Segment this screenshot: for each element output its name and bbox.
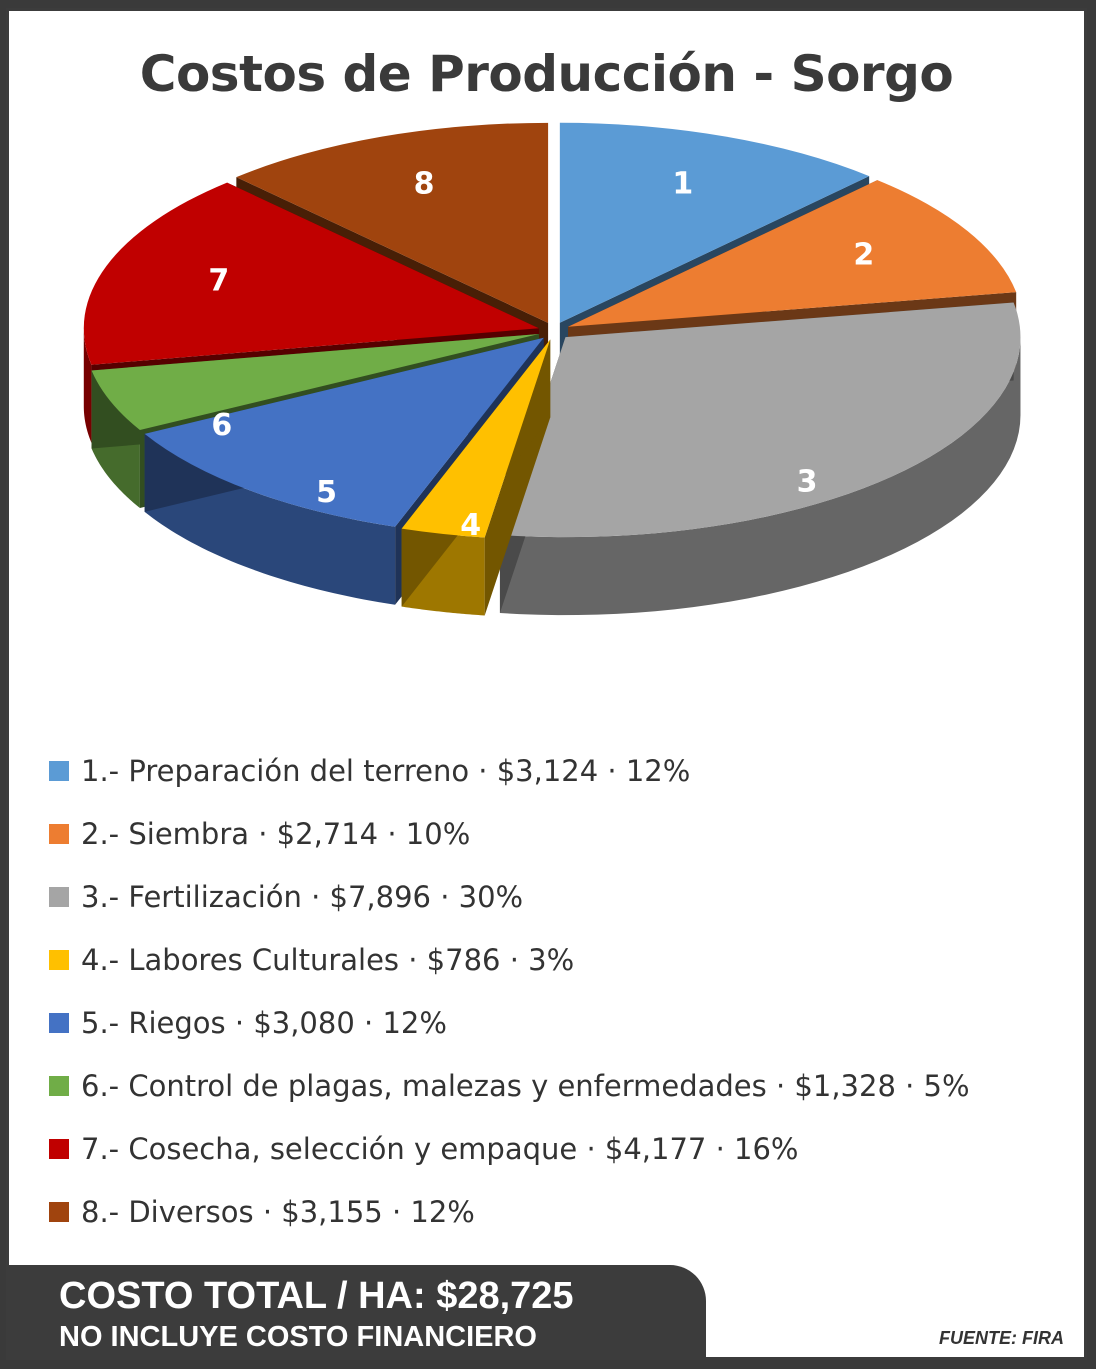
slice-number-label: 7: [208, 264, 229, 299]
legend-label: 6.- Control de plagas, malezas y enferme…: [81, 1068, 970, 1103]
legend-label: 7.- Cosecha, selección y empaque · $4,17…: [81, 1131, 799, 1166]
legend-label: 5.- Riegos · $3,080 · 12%: [81, 1005, 447, 1040]
legend-item: 4.- Labores Culturales · $786 · 3%: [49, 928, 1049, 991]
chart-title: Costos de Producción - Sorgo: [139, 45, 954, 103]
legend-swatch: [49, 1138, 69, 1159]
legend-swatch: [49, 886, 69, 907]
legend-item: 5.- Riegos · $3,080 · 12%: [49, 991, 1049, 1054]
legend-swatch: [49, 1075, 69, 1096]
pie-slice-side: [499, 337, 1021, 616]
slice-number-label: 4: [460, 508, 481, 543]
legend: 1.- Preparación del terreno · $3,124 · 1…: [49, 739, 1049, 1243]
pie-slice-side: [83, 328, 92, 443]
pie-slice-top: [83, 182, 539, 365]
pie-slice-top: [144, 337, 544, 527]
pie-slice-top: [91, 333, 539, 431]
legend-label: 1.- Preparación del terreno · $3,124 · 1…: [81, 753, 691, 788]
legend-label: 2.- Siembra · $2,714 · 10%: [81, 816, 471, 851]
legend-item: 1.- Preparación del terreno · $3,124 · 1…: [49, 739, 1049, 802]
pie-slices: [83, 122, 1021, 616]
slice-number-label: 2: [853, 238, 874, 273]
legend-label: 8.- Diversos · $3,155 · 12%: [81, 1194, 475, 1229]
pie-slice-top: [559, 122, 870, 323]
pie-slice-top: [568, 180, 1017, 327]
financial-cost-note: NO INCLUYE COSTO FINANCIERO: [59, 1321, 537, 1353]
slice-number-label: 8: [414, 167, 435, 202]
pie-chart: 1 2 3 4 5 6 7 8: [83, 122, 1021, 616]
slice-number-label: 6: [211, 408, 232, 443]
legend-item: 2.- Siembra · $2,714 · 10%: [49, 802, 1049, 865]
slice-number-label: 1: [672, 167, 693, 202]
pie-slice-top: [499, 302, 1021, 538]
legend-swatch: [49, 760, 69, 781]
legend-item: 7.- Cosecha, selección y empaque · $4,17…: [49, 1117, 1049, 1180]
infographic-frame: Costos de Producción - Sorgo 1 2 3 4 5 6 7 8 1.…: [6, 8, 1087, 1360]
legend-swatch: [49, 823, 69, 844]
legend-label: 4.- Labores Culturales · $786 · 3%: [81, 942, 575, 977]
pie-slice: [401, 339, 551, 616]
source-credit: FUENTE: FIRA: [939, 1328, 1064, 1348]
total-cost-box: COSTO TOTAL / HA: $28,725 NO INCLUYE COS…: [9, 1265, 706, 1357]
slice-number-label: 3: [797, 465, 818, 500]
pie-slice-top: [236, 122, 549, 323]
pie-slice: [499, 302, 1021, 616]
legend-swatch: [49, 1201, 69, 1222]
slice-number-label: 5: [316, 475, 337, 510]
legend-item: 8.- Diversos · $3,155 · 12%: [49, 1180, 1049, 1243]
legend-item: 6.- Control de plagas, malezas y enferme…: [49, 1054, 1049, 1117]
slice-labels: 1 2 3 4 5 6 7 8: [208, 167, 874, 543]
pie-slice-top: [401, 339, 551, 538]
legend-swatch: [49, 1012, 69, 1033]
total-cost-text: COSTO TOTAL / HA: $28,725: [59, 1275, 574, 1317]
legend-swatch: [49, 949, 69, 970]
legend-item: 3.- Fertilización · $7,896 · 30%: [49, 865, 1049, 928]
legend-label: 3.- Fertilización · $7,896 · 30%: [81, 879, 524, 914]
